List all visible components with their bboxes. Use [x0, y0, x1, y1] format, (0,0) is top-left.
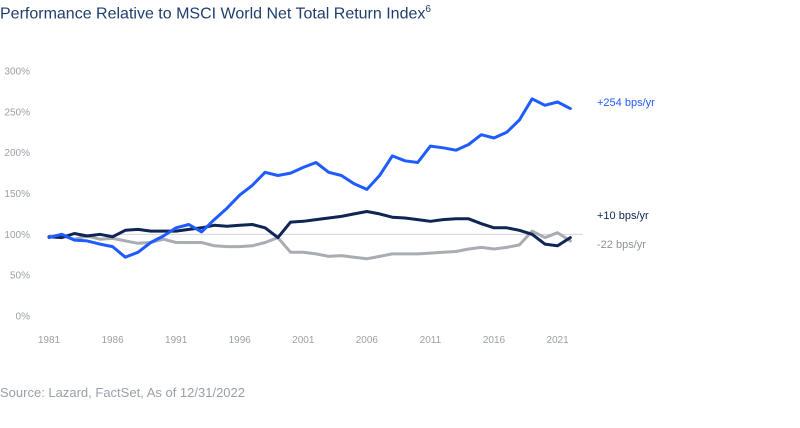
- series-end-label-0: +254 bps/yr: [597, 97, 655, 109]
- series-line-0: [47, 97, 572, 259]
- y-tick-label: 0%: [16, 312, 31, 323]
- chart-title: Performance Relative to MSCI World Net T…: [0, 4, 431, 23]
- x-tick-label: 1996: [229, 335, 252, 346]
- x-tick-label: 1991: [165, 335, 188, 346]
- y-axis: 0% 50% 100% 150% 200% 250% 300%: [4, 67, 30, 323]
- y-tick-label: 50%: [10, 271, 30, 282]
- series-end-label-2: -22 bps/yr: [597, 239, 646, 251]
- chart-title-text: Performance Relative to MSCI World Net T…: [0, 5, 426, 23]
- y-tick-label: 200%: [4, 148, 30, 159]
- source-note: Source: Lazard, FactSet, As of 12/31/202…: [0, 385, 245, 400]
- y-tick-label: 250%: [4, 107, 30, 118]
- x-tick-label: 2021: [546, 335, 569, 346]
- series-end-labels: +254 bps/yr +10 bps/yr -22 bps/yr: [597, 97, 655, 251]
- x-tick-label: 2016: [483, 335, 506, 346]
- series-lines: [47, 97, 572, 261]
- x-tick-label: 1986: [101, 335, 124, 346]
- x-tick-label: 2011: [420, 335, 442, 346]
- title-footnote-marker: 6: [425, 4, 431, 15]
- y-tick-label: 150%: [4, 189, 30, 200]
- series-line-1: [47, 210, 572, 248]
- series-line-2: [47, 229, 572, 261]
- series-end-label-1: +10 bps/yr: [597, 210, 649, 222]
- y-tick-label: 300%: [4, 67, 30, 78]
- x-axis: 1981 1986 1991 1996 2001 2006 2011 2016 2021: [38, 335, 569, 346]
- x-tick-label: 2006: [356, 335, 379, 346]
- x-tick-label: 2001: [292, 335, 315, 346]
- y-tick-label: 100%: [4, 230, 30, 241]
- x-tick-label: 1981: [38, 335, 61, 346]
